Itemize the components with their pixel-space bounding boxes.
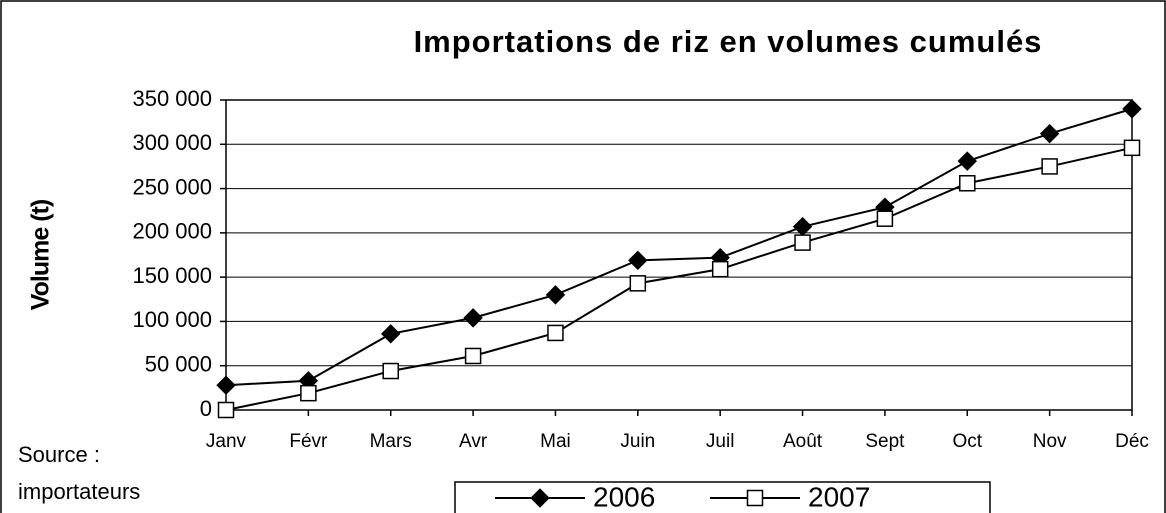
point [216, 375, 236, 395]
legend-label: 2007 [808, 481, 870, 512]
point [711, 260, 729, 278]
x-tick-label: Avr [459, 431, 488, 452]
source-note: importateurs [18, 479, 140, 504]
point [1122, 99, 1142, 119]
point [545, 285, 566, 305]
y-tick-label: 300 000 [132, 130, 212, 155]
x-tick-label: Févr [289, 431, 328, 452]
y-tick-label: 200 000 [132, 219, 212, 244]
x-tick-label: Mars [370, 431, 412, 452]
point [547, 324, 564, 342]
y-tick-label: 100 000 [132, 307, 212, 332]
point [382, 362, 399, 380]
point [876, 210, 894, 227]
point [217, 401, 235, 419]
series-line [225, 107, 1133, 387]
x-tick-label: Oct [952, 431, 982, 452]
point [746, 489, 764, 507]
point [959, 175, 976, 192]
y-tick-label: 0 [200, 396, 212, 421]
point [300, 384, 317, 402]
series-line [225, 146, 1133, 411]
x-tick-label: Août [783, 431, 823, 452]
legend-label: 2006 [593, 481, 655, 512]
point [629, 275, 647, 292]
y-tick-label: 250 000 [132, 174, 212, 199]
x-tick-label: Nov [1033, 431, 1067, 452]
source-note: Source : [18, 442, 100, 467]
point [957, 151, 977, 171]
point [794, 234, 811, 251]
x-tick-label: Juin [620, 431, 655, 452]
point [1039, 123, 1060, 144]
x-tick-label: Janv [206, 431, 247, 452]
y-tick-label: 150 000 [132, 263, 212, 288]
x-tick-label: Sept [865, 431, 905, 452]
x-tick-label: Juil [706, 431, 735, 452]
x-tick-label: Mai [540, 431, 571, 452]
point [464, 347, 482, 365]
y-axis-label: Volume (t) [27, 199, 55, 310]
point [1123, 139, 1141, 157]
point [381, 324, 401, 344]
point [1041, 158, 1058, 175]
point [530, 488, 550, 508]
chart-title: Importations de riz en volumes cumulés [414, 24, 1043, 59]
y-tick-label: 350 000 [132, 86, 212, 111]
point [463, 308, 483, 328]
x-tick-label: Déc [1115, 431, 1149, 452]
plot-area [225, 99, 1133, 411]
y-tick-label: 50 000 [145, 352, 212, 377]
point [628, 250, 648, 271]
